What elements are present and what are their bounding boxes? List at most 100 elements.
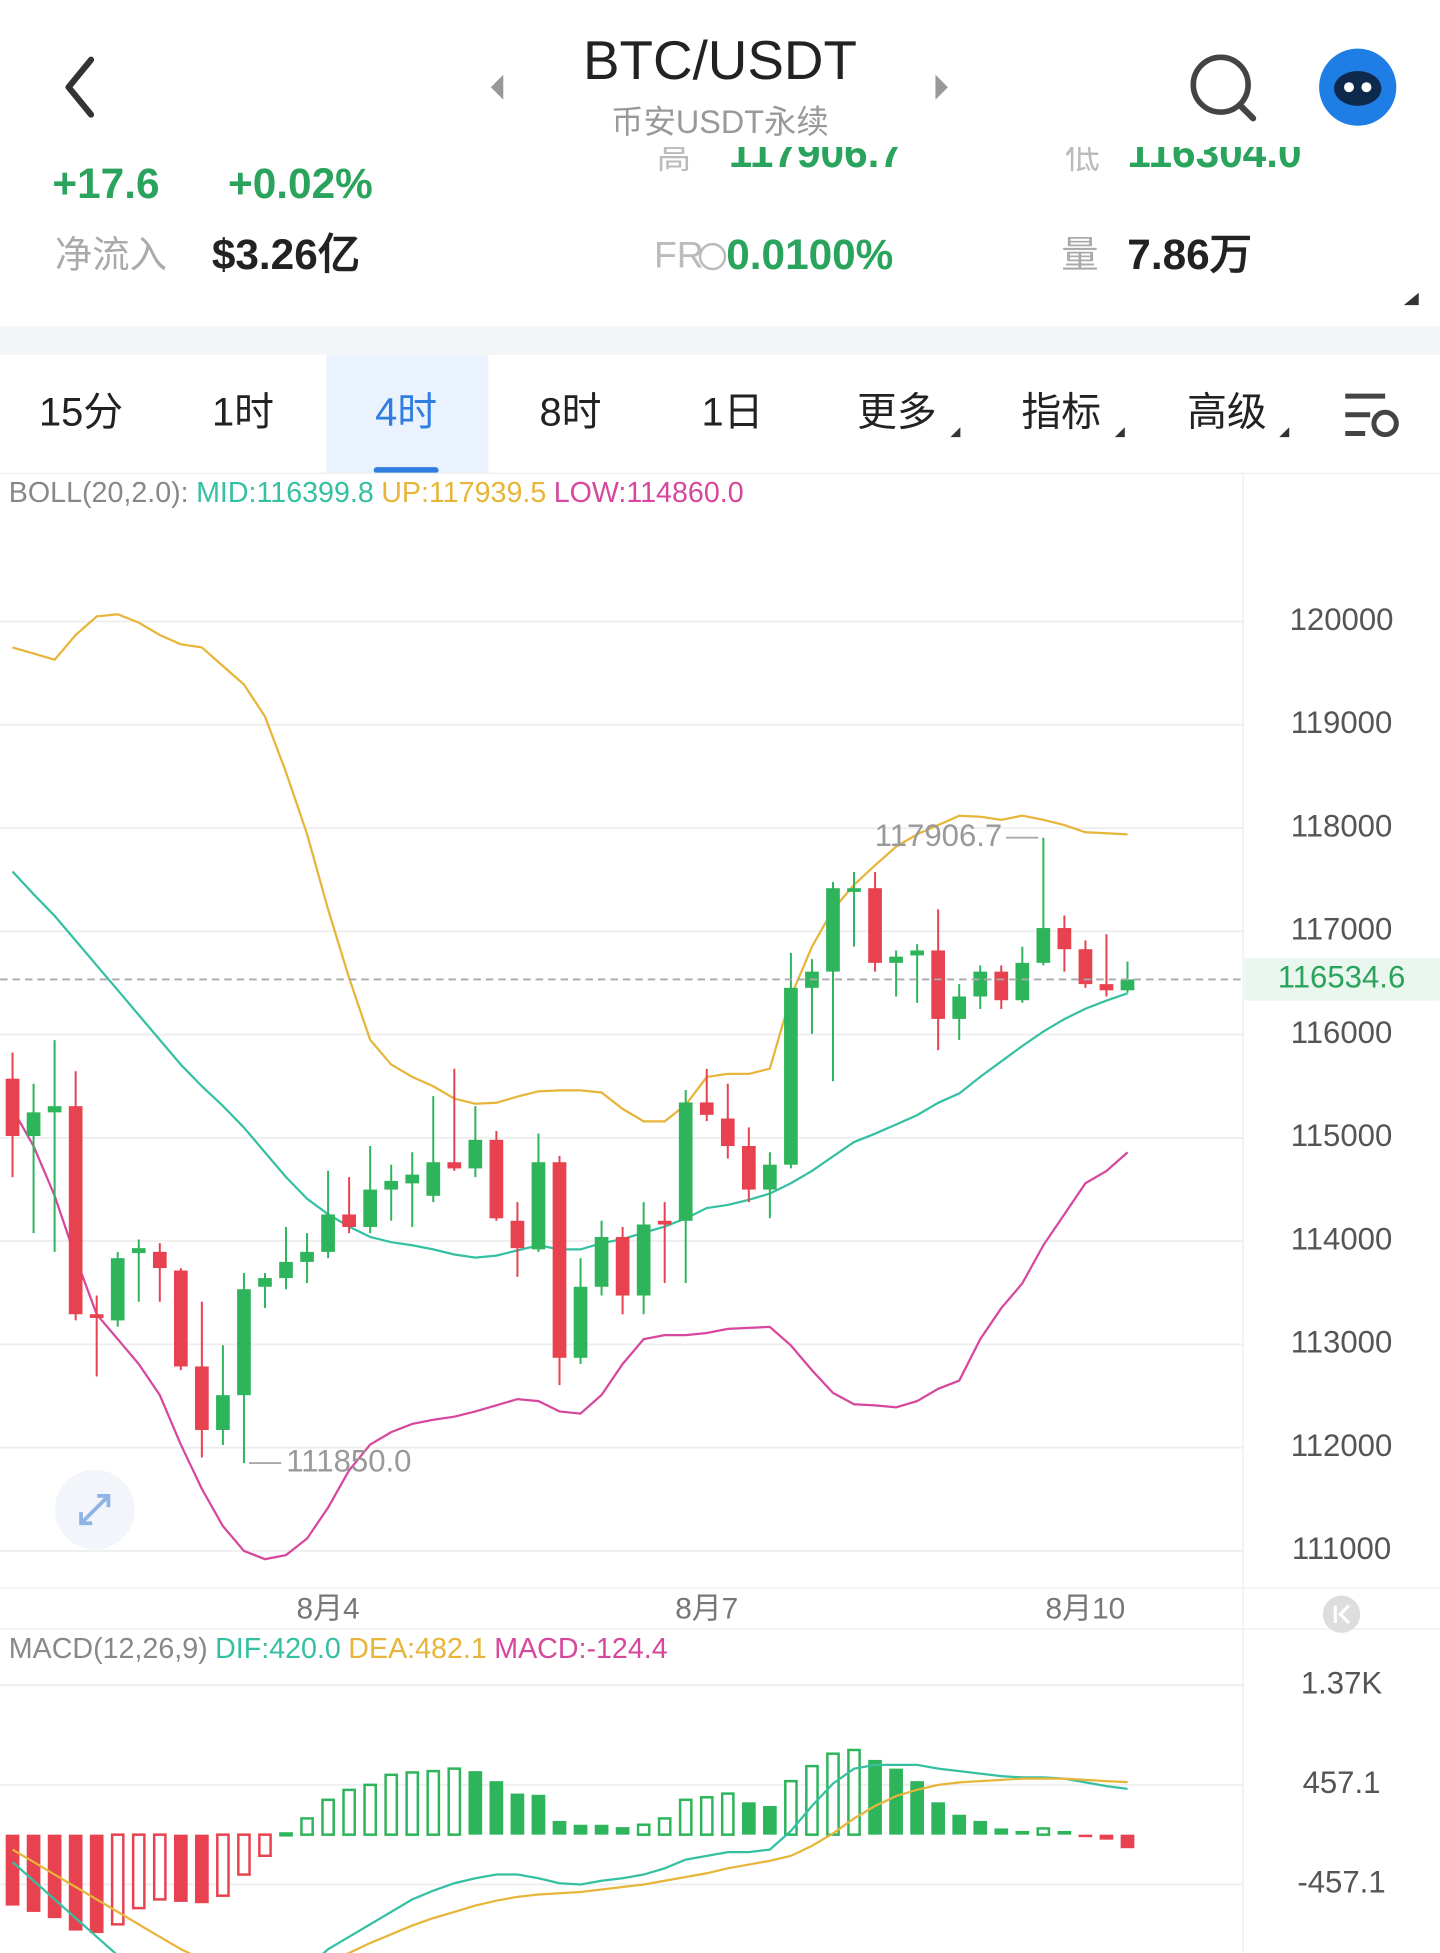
indicator-line <box>11 1777 1128 1953</box>
macd-bar <box>152 1833 167 1901</box>
macd-bar <box>216 1833 230 1897</box>
candle-body <box>1099 984 1114 991</box>
macd-bar <box>1120 1834 1135 1849</box>
legend-item: UP:117939.5 <box>381 477 546 509</box>
candle-body <box>1015 962 1030 1001</box>
title: BTC/USDT <box>583 29 857 91</box>
candle-body <box>889 956 903 963</box>
candle-body <box>405 1174 420 1184</box>
macd-bar <box>531 1794 546 1835</box>
macd-bar <box>573 1824 588 1835</box>
tab[interactable]: 1日 <box>701 390 763 434</box>
y-tick-label: 119000 <box>1291 705 1393 740</box>
macd-bar <box>279 1832 293 1837</box>
legend-item: BOLL(20,2.0): <box>9 477 189 509</box>
candle-body <box>678 1102 693 1221</box>
tabs: 15分 1时 4时 8时 1日 更多 指标 高级 <box>39 390 1267 474</box>
candle-body <box>342 1214 356 1227</box>
macd-bar <box>910 1781 924 1835</box>
candle-body <box>994 971 1009 1001</box>
info-icon[interactable] <box>698 242 727 271</box>
candle-body <box>68 1106 83 1315</box>
reset-button[interactable] <box>1322 1595 1361 1633</box>
max-label: 117906.7 <box>875 818 1003 853</box>
candle-body <box>300 1251 314 1262</box>
candle-body <box>26 1112 41 1137</box>
legend-item: LOW:114860.0 <box>554 477 744 509</box>
fullscreen-button[interactable] <box>54 1469 135 1550</box>
prev-symbol[interactable] <box>490 74 504 100</box>
candle-body <box>110 1258 125 1321</box>
tab[interactable]: 高级 <box>1187 390 1267 434</box>
x-tick-label: 8月4 <box>297 1592 360 1625</box>
candle-body <box>868 888 882 963</box>
y-tick-label: 457.1 <box>1303 1765 1381 1800</box>
tab[interactable]: 1时 <box>212 390 274 434</box>
assistant-avatar[interactable] <box>1319 48 1397 126</box>
y-tick-label: 1.37K <box>1301 1665 1383 1700</box>
candle-body <box>131 1248 146 1254</box>
macd-bar <box>1015 1830 1030 1835</box>
tab[interactable]: 指标 <box>1021 390 1101 434</box>
macd-bar <box>5 1834 20 1906</box>
next-symbol[interactable] <box>935 74 948 100</box>
macd-bar <box>994 1828 1009 1835</box>
change-pct: +0.02% <box>228 160 373 207</box>
candle-body <box>847 888 861 892</box>
macd-bar <box>952 1814 967 1835</box>
macd-bar <box>342 1788 356 1836</box>
legend-item: DIF:420.0 <box>215 1633 341 1665</box>
macd-bar <box>699 1796 714 1836</box>
separator <box>0 326 1440 355</box>
tab[interactable]: 4时 <box>375 390 437 434</box>
y-tick-label: 112000 <box>1291 1428 1393 1463</box>
candle-body <box>952 996 967 1019</box>
settings-button[interactable] <box>1345 393 1399 438</box>
candle-body <box>1120 979 1135 991</box>
fr-value: 0.0100% <box>726 231 893 278</box>
back-button[interactable] <box>65 56 95 118</box>
charts: 111000 112000 113000 114000 115000 116000 1170… <box>0 477 1440 1953</box>
macd-bar <box>489 1781 504 1835</box>
candle-body <box>447 1162 462 1169</box>
candle-body <box>552 1162 567 1358</box>
legend-item: MID:116399.8 <box>196 477 374 509</box>
candle-body <box>89 1314 104 1318</box>
macd-bar <box>384 1773 399 1836</box>
macd-bar <box>426 1769 441 1836</box>
legend-item: DEA:482.1 <box>348 1633 486 1665</box>
macd-bar <box>237 1833 251 1876</box>
legend-item: MACD:-124.4 <box>494 1633 667 1665</box>
macd-bar <box>889 1768 903 1835</box>
candle-body <box>573 1286 588 1358</box>
candle-body <box>216 1395 230 1430</box>
candle-body <box>426 1162 441 1196</box>
macd-bar <box>173 1834 188 1902</box>
candle-body <box>384 1180 399 1190</box>
x-tick-label: 8月10 <box>1046 1592 1126 1625</box>
macd-bar <box>321 1798 335 1836</box>
macd-bar <box>784 1779 798 1836</box>
candle-body <box>195 1366 209 1430</box>
candle-body <box>973 971 988 997</box>
y-tick-label: 114000 <box>1291 1221 1393 1256</box>
macd-bar <box>594 1824 609 1835</box>
candle-body <box>636 1224 651 1296</box>
subtitle: 币安USDT永续 <box>611 104 829 140</box>
price-tag: 116534.6 <box>1278 960 1406 995</box>
tab[interactable]: 更多 <box>857 390 937 434</box>
tab[interactable]: 8时 <box>540 390 602 434</box>
macd-bar <box>973 1820 988 1835</box>
candle-body <box>468 1139 483 1169</box>
candle-body <box>784 987 798 1165</box>
search-button[interactable] <box>1190 54 1257 122</box>
tab[interactable]: 15分 <box>39 390 123 434</box>
candle-body <box>763 1164 777 1190</box>
legend-item: MACD(12,26,9) <box>9 1633 208 1665</box>
macd-bar <box>510 1793 525 1835</box>
candle-body <box>237 1289 251 1396</box>
macd-bar <box>868 1759 882 1835</box>
macd-bar <box>741 1802 756 1835</box>
y-tick-label: 113000 <box>1291 1325 1393 1360</box>
